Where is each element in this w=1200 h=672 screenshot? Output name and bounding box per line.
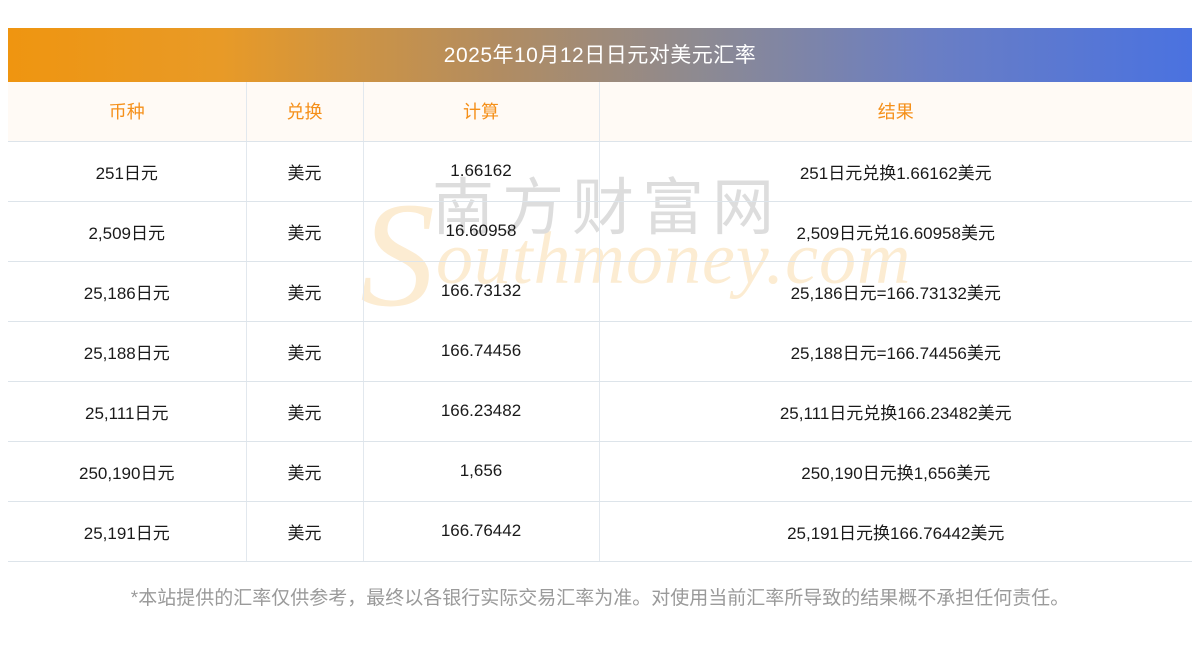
- column-header-exchange: 兑换: [246, 82, 364, 142]
- column-header-calculation: 计算: [363, 82, 600, 142]
- table-row: 250,190日元 美元 1,656 250,190日元换1,656美元: [8, 441, 1192, 502]
- exchange-rate-table: 币种 兑换 计算 结果 251日元 美元 1.66162 251日元兑换1.66…: [8, 82, 1192, 562]
- table-header-row: 币种 兑换 计算 结果: [8, 82, 1192, 142]
- cell-exchange: 美元: [246, 441, 364, 502]
- table-row: 25,188日元 美元 166.74456 25,188日元=166.74456…: [8, 321, 1192, 382]
- cell-exchange: 美元: [246, 321, 364, 382]
- column-header-currency: 币种: [8, 82, 247, 142]
- cell-exchange: 美元: [246, 501, 364, 562]
- cell-currency: 25,186日元: [8, 261, 247, 322]
- cell-currency: 25,111日元: [8, 381, 247, 442]
- table-row: 25,186日元 美元 166.73132 25,186日元=166.73132…: [8, 261, 1192, 322]
- table-head: 币种 兑换 计算 结果: [8, 82, 1192, 142]
- page-title: 2025年10月12日日元对美元汇率: [443, 43, 757, 67]
- cell-currency: 2,509日元: [8, 201, 247, 262]
- cell-result: 250,190日元换1,656美元: [599, 441, 1192, 502]
- cell-calculation: 166.76442: [363, 501, 600, 562]
- cell-result: 251日元兑换1.66162美元: [599, 141, 1192, 202]
- cell-result: 25,191日元换166.76442美元: [599, 501, 1192, 562]
- cell-result: 25,111日元兑换166.23482美元: [599, 381, 1192, 442]
- cell-result: 25,186日元=166.73132美元: [599, 261, 1192, 322]
- table-row: 251日元 美元 1.66162 251日元兑换1.66162美元: [8, 141, 1192, 202]
- cell-exchange: 美元: [246, 141, 364, 202]
- cell-exchange: 美元: [246, 201, 364, 262]
- cell-result: 25,188日元=166.74456美元: [599, 321, 1192, 382]
- cell-currency: 250,190日元: [8, 441, 247, 502]
- cell-calculation: 16.60958: [363, 201, 600, 262]
- cell-result: 2,509日元兑16.60958美元: [599, 201, 1192, 262]
- cell-calculation: 166.73132: [363, 261, 600, 322]
- cell-calculation: 166.23482: [363, 381, 600, 442]
- cell-currency: 25,191日元: [8, 501, 247, 562]
- cell-exchange: 美元: [246, 261, 364, 322]
- disclaimer-note: *本站提供的汇率仅供参考，最终以各银行实际交易汇率为准。对使用当前汇率所导致的结…: [130, 588, 1070, 609]
- table-row: 25,191日元 美元 166.76442 25,191日元换166.76442…: [8, 501, 1192, 562]
- table-body: 251日元 美元 1.66162 251日元兑换1.66162美元 2,509日…: [8, 141, 1192, 562]
- cell-exchange: 美元: [246, 381, 364, 442]
- page-title-bar: 2025年10月12日日元对美元汇率: [8, 28, 1192, 82]
- table-row: 25,111日元 美元 166.23482 25,111日元兑换166.2348…: [8, 381, 1192, 442]
- rate-table-container: 币种 兑换 计算 结果 251日元 美元 1.66162 251日元兑换1.66…: [8, 82, 1192, 562]
- cell-calculation: 1,656: [363, 441, 600, 502]
- cell-currency: 25,188日元: [8, 321, 247, 382]
- cell-calculation: 1.66162: [363, 141, 600, 202]
- cell-calculation: 166.74456: [363, 321, 600, 382]
- table-row: 2,509日元 美元 16.60958 2,509日元兑16.60958美元: [8, 201, 1192, 262]
- cell-currency: 251日元: [8, 141, 247, 202]
- column-header-result: 结果: [599, 82, 1192, 142]
